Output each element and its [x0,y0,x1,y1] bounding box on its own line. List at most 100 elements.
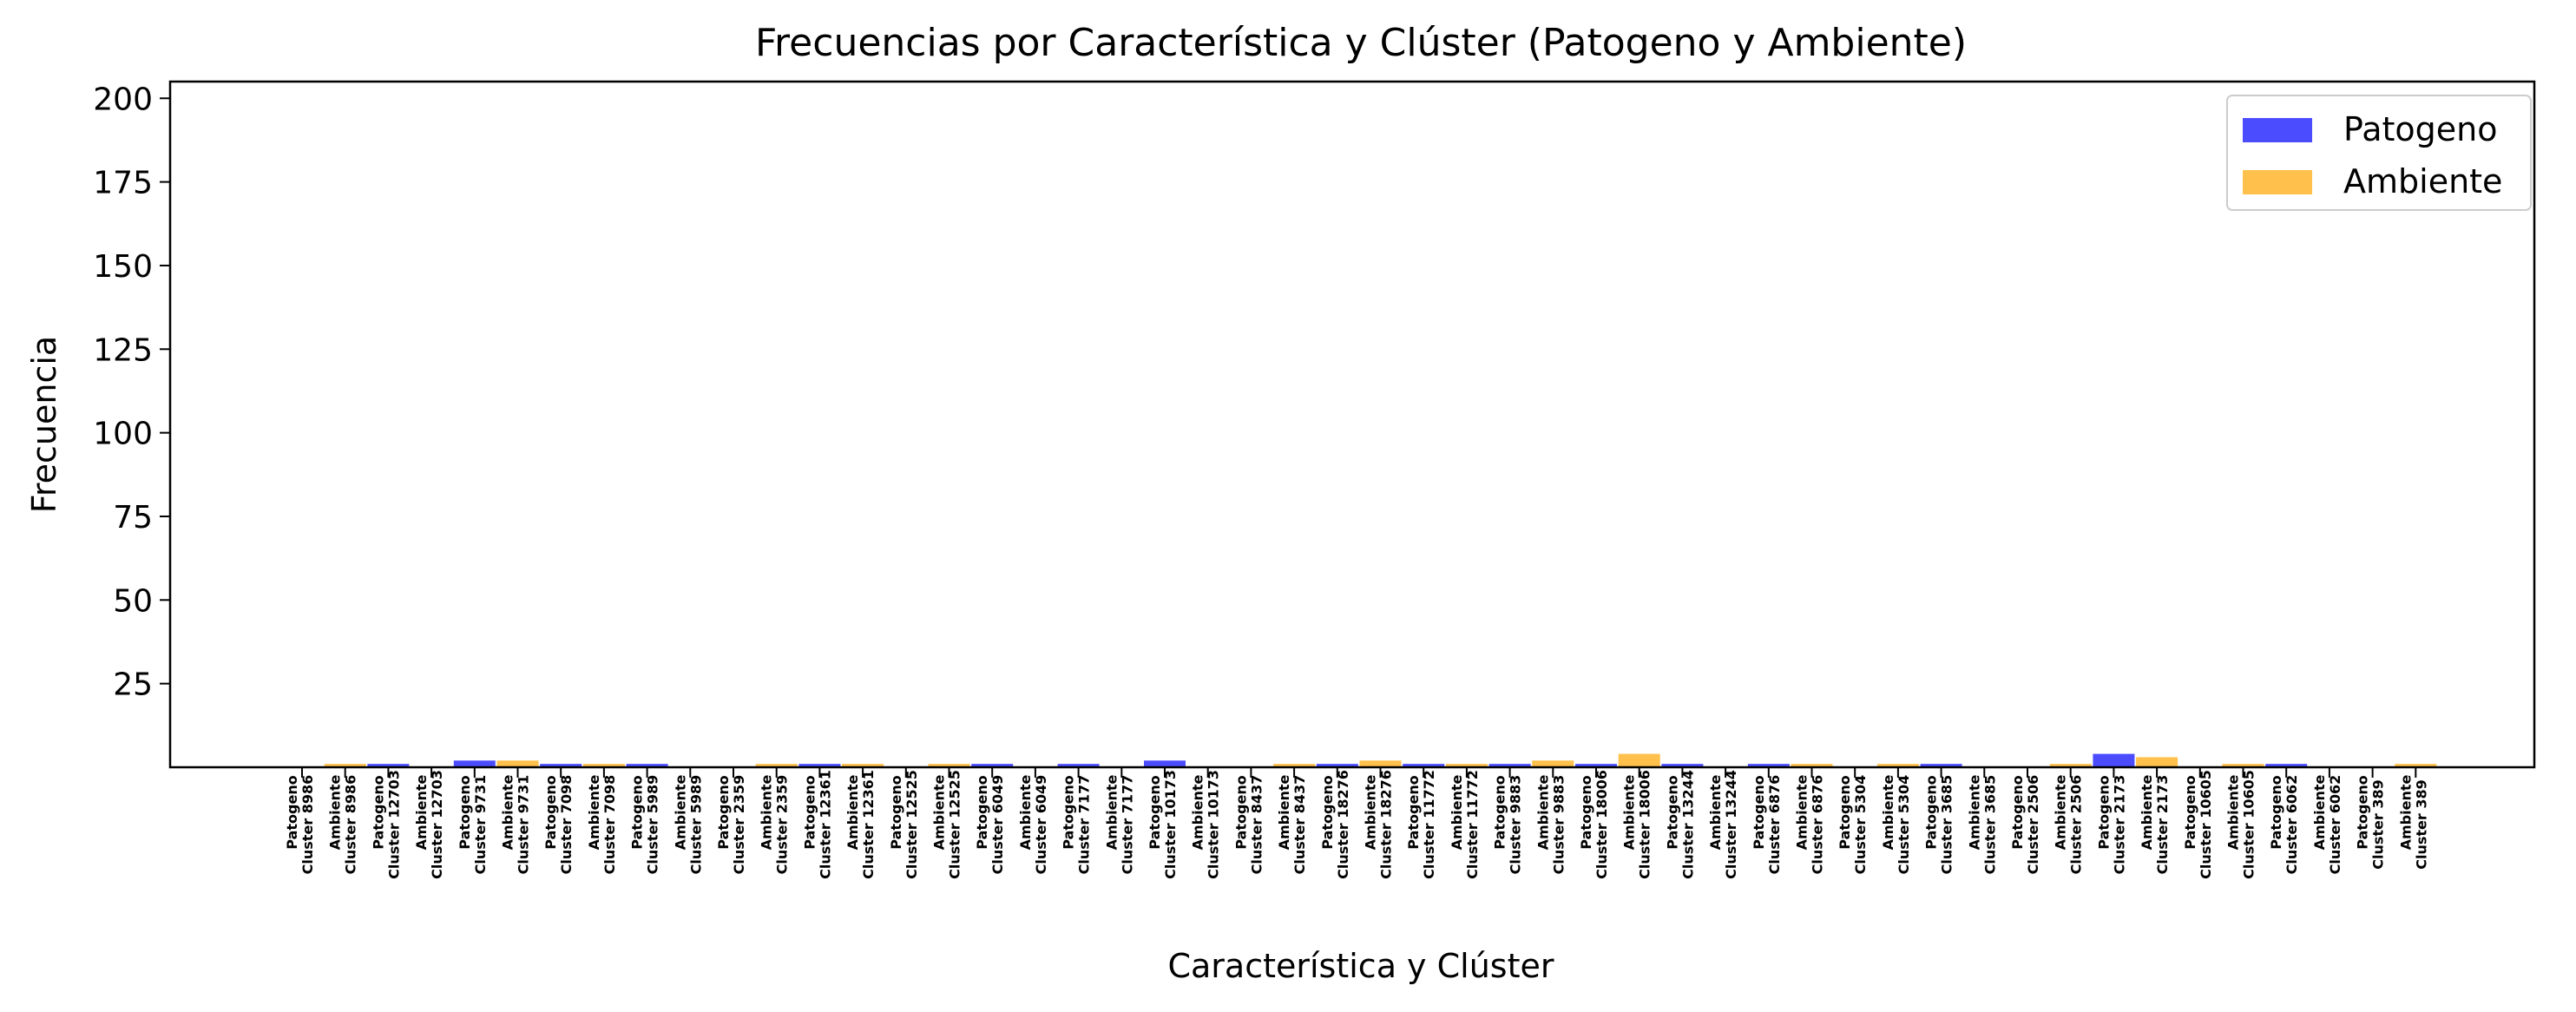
x-tick-label: Cluster 18276 [1335,770,1351,879]
x-tick-label: Cluster 9883 [1508,775,1524,875]
x-tick-label: Ambiente [1363,774,1379,850]
x-tick-label: Ambiente [672,774,688,850]
x-tick-label: Cluster 6062 [2284,775,2300,875]
x-tick-label: Cluster 13244 [1679,770,1696,879]
y-tick-label: 25 [113,667,153,703]
bar-ambiente-13 [842,764,884,767]
bar-patogeno-8 [626,764,668,767]
x-tick-label: Patogeno [1923,775,1940,849]
x-tick-label: Ambiente [413,774,430,850]
x-tick-label: Ambiente [2311,774,2328,850]
y-axis-label: Frecuencia [25,336,63,513]
x-tick-label: Patogeno [542,775,559,849]
bar-ambiente-37 [1876,764,1919,767]
legend-swatch-patogeno [2243,118,2312,142]
plot-frame [168,80,2536,769]
bar-ambiente-41 [2049,764,2092,767]
chart-title: Frecuencias por Característica y Clúster… [755,21,1967,65]
bar-ambiente-7 [582,764,625,767]
x-tick-label: Patogeno [1751,775,1767,849]
x-tick-label: Ambiente [1966,774,1982,850]
x-tick-label: Ambiente [500,774,516,850]
legend-label-ambiente: Ambiente [2343,162,2502,200]
y-tick-label: 125 [93,332,153,368]
x-tick-label: Cluster 18006 [1594,770,1610,879]
x-tick-label: Cluster 10173 [1162,770,1179,879]
x-tick-label: Ambiente [1534,774,1551,850]
bar-ambiente-11 [755,764,798,767]
x-tick-label: Patogeno [370,775,386,849]
bar-patogeno-42 [2093,753,2135,767]
x-tick-label: Ambiente [1707,774,1724,850]
x-tick-label: Patogeno [1837,775,1853,849]
bar-patogeno-20 [1144,760,1186,767]
x-tick-label: Patogeno [457,775,473,849]
bar-ambiente-23 [1273,764,1316,767]
x-tick-label: Ambiente [844,774,861,850]
x-tick-label: Patogeno [2182,775,2198,849]
bar-patogeno-4 [453,760,496,767]
bar-patogeno-30 [1575,764,1617,767]
y-tick-label: 100 [93,417,153,452]
x-tick-label: Patogeno [1061,775,1077,849]
bar-ambiente-31 [1618,753,1660,767]
bar-patogeno-38 [1920,764,1962,767]
x-tick-label: Patogeno [1578,775,1594,849]
x-tick-label: Patogeno [2268,775,2284,849]
x-tick-label: Ambiente [327,774,344,850]
bar-patogeno-6 [540,764,582,767]
x-tick-label: Cluster 13244 [1723,770,1739,879]
bar-ambiente-27 [1445,764,1488,767]
x-tick-label: Cluster 5989 [687,775,704,875]
x-tick-label: Cluster 10173 [1206,770,1222,879]
x-tick-label: Cluster 6062 [2327,775,2343,875]
x-tick-label: Ambiente [759,774,775,850]
x-tick-label: Cluster 2173 [2111,775,2127,875]
x-tick-label: Patogeno [2009,775,2026,849]
x-tick-label: Patogeno [1405,775,1422,849]
x-tick-label: Cluster 9731 [472,775,489,875]
x-tick-label: Ambiente [931,774,948,850]
bar-ambiente-5 [496,760,539,767]
x-tick-label: Ambiente [2225,774,2242,850]
x-tick-label: Cluster 18276 [1378,770,1395,879]
x-tick-label: Ambiente [1276,774,1292,850]
x-tick-label: Ambiente [1190,774,1206,850]
x-tick-label: Cluster 12703 [385,770,402,879]
x-tick-label: Patogeno [974,775,990,849]
x-tick-label: Cluster 12361 [817,770,833,879]
x-tick-label: Ambiente [1794,774,1810,850]
x-tick-label: Cluster 389 [2413,779,2429,870]
bar-ambiente-25 [1359,760,1402,767]
legend-label-patogeno: Patogeno [2343,110,2497,148]
bar-patogeno-16 [971,764,1014,767]
bar-patogeno-28 [1488,764,1531,767]
x-tick-label: Cluster 12525 [904,770,920,879]
x-tick-label: Patogeno [801,775,818,849]
x-tick-label: Ambiente [586,774,602,850]
x-tick-label: Cluster 8986 [343,775,359,875]
x-tick-label: Ambiente [2139,774,2155,850]
x-tick-label: Cluster 5989 [645,775,661,875]
x-tick-label: Cluster 2506 [2068,775,2085,875]
x-axis: Patogeno Cluster 8986 Ambiente Cluster 8986… [284,767,2429,879]
x-tick-label: Cluster 6876 [1810,775,1826,875]
x-tick-label: Patogeno [1664,775,1680,849]
y-tick-label: 200 [93,82,153,117]
x-axis-label: Característica y Clúster [1167,947,1554,985]
x-tick-label: Cluster 6049 [1033,775,1049,875]
bar-ambiente-29 [1532,760,1574,767]
x-tick-label: Cluster 18006 [1637,770,1653,879]
x-tick-label: Patogeno [2355,775,2371,849]
y-tick-label: 150 [93,249,153,285]
y-tick-label: 50 [113,583,153,619]
x-tick-label: Patogeno [1147,775,1163,849]
x-tick-label: Cluster 3685 [1939,775,1955,875]
x-tick-label: Ambiente [1621,774,1638,850]
x-tick-label: Cluster 7177 [1119,775,1135,875]
bar-ambiente-43 [2136,757,2178,767]
x-tick-label: Cluster 12525 [947,770,963,879]
bar-ambiente-35 [1791,764,1833,767]
x-tick-label: Patogeno [1492,775,1508,849]
x-tick-label: Cluster 8986 [299,775,316,875]
